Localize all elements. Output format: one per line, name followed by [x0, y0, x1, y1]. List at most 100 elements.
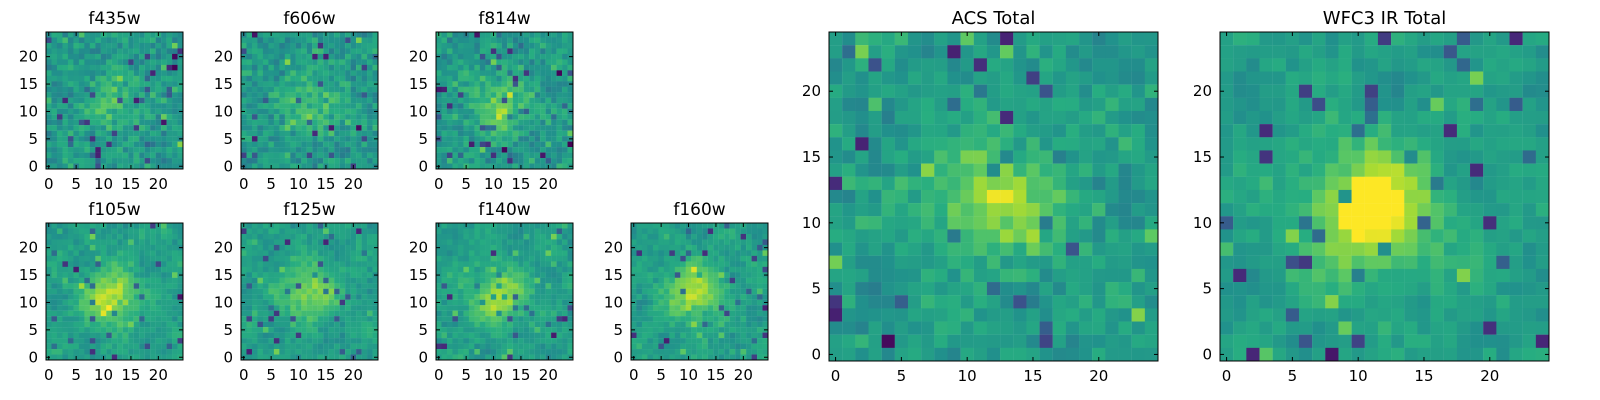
heatmap-cell: [128, 316, 134, 322]
heatmap-cell: [1105, 137, 1119, 151]
heatmap-cell: [100, 277, 107, 284]
heatmap-cell: [735, 223, 741, 229]
heatmap-cell: [474, 321, 480, 328]
heatmap-cell: [111, 86, 118, 93]
heatmap-cell: [111, 255, 118, 262]
heatmap-cell: [301, 316, 307, 322]
heatmap-cell: [529, 299, 535, 306]
heatmap-cell: [95, 255, 101, 262]
heatmap-cell: [468, 64, 475, 71]
heatmap-cell: [567, 277, 574, 284]
heatmap-cell: [177, 283, 184, 289]
heatmap-cell: [89, 136, 96, 142]
heatmap-cell: [740, 239, 747, 246]
heatmap-cell: [84, 130, 90, 137]
heatmap-cell: [1039, 124, 1053, 138]
heatmap-cell: [150, 310, 156, 317]
heatmap-cell: [1118, 71, 1132, 85]
heatmap-cell: [452, 158, 459, 164]
heatmap-cell: [128, 97, 134, 104]
heatmap-cell: [1079, 137, 1093, 151]
heatmap-cell: [306, 103, 313, 109]
heatmap-cell: [842, 216, 856, 230]
heatmap-cell: [507, 277, 513, 284]
heatmap-cell: [301, 349, 307, 355]
heatmap-cell: [317, 152, 324, 159]
heatmap-cell: [361, 108, 368, 115]
heatmap-cell: [474, 152, 480, 159]
heatmap-cell: [312, 332, 318, 339]
heatmap-cell: [161, 332, 167, 339]
heatmap-cell: [501, 103, 508, 109]
heatmap-cell: [518, 86, 524, 93]
heatmap-cell: [78, 97, 85, 104]
heatmap-cell: [246, 32, 253, 38]
heatmap-cell: [172, 125, 178, 131]
heatmap-cell: [468, 261, 475, 267]
heatmap-cell: [446, 163, 453, 170]
heatmap-cell: [262, 103, 269, 109]
heatmap-cell: [279, 158, 285, 164]
heatmap-cell: [295, 272, 302, 278]
x-tick-label: 0: [434, 175, 444, 193]
heatmap-cell: [78, 255, 85, 262]
heatmap-cell: [441, 283, 448, 289]
plot-frame: [630, 222, 769, 361]
heatmap-cell: [117, 158, 123, 164]
heatmap-cell: [556, 338, 563, 344]
heatmap-cell: [144, 64, 151, 71]
heatmap-cell: [51, 141, 58, 148]
heatmap-cell: [501, 228, 508, 235]
heatmap-cell: [1000, 176, 1014, 191]
heatmap-cell: [479, 283, 486, 289]
heatmap-cell: [361, 86, 368, 93]
heatmap-cell: [534, 277, 541, 284]
heatmap-cell: [718, 316, 725, 322]
heatmap-cell: [328, 86, 335, 93]
heatmap-cell: [735, 250, 741, 257]
heatmap-cell: [746, 299, 752, 306]
heatmap-cell: [128, 59, 134, 66]
heatmap-cell: [257, 42, 264, 49]
heatmap-cell: [680, 354, 686, 361]
heatmap-cell: [306, 310, 313, 317]
heatmap-cell: [372, 321, 379, 328]
heatmap-cell: [295, 294, 302, 300]
heatmap-cell: [441, 103, 448, 109]
heatmap-cell: [562, 244, 568, 251]
heatmap-cell: [241, 64, 247, 71]
heatmap-cell: [463, 239, 470, 246]
heatmap-cell: [273, 283, 280, 289]
heatmap-cell: [356, 141, 362, 148]
heatmap-cell: [457, 130, 464, 137]
heatmap-cell: [56, 130, 63, 137]
heatmap-cell: [56, 349, 63, 355]
heatmap-cell: [241, 338, 247, 344]
heatmap-cell: [441, 114, 448, 120]
heatmap-cell: [251, 152, 258, 159]
heatmap-cell: [452, 233, 459, 240]
heatmap-cell: [312, 261, 318, 267]
heatmap-cell: [1026, 203, 1040, 217]
heatmap-cell: [106, 53, 112, 60]
heatmap-cell: [1052, 71, 1067, 85]
heatmap-cell: [1144, 163, 1159, 177]
heatmap-cell: [106, 125, 112, 131]
heatmap-cell: [702, 255, 708, 262]
heatmap-cell: [518, 103, 524, 109]
heatmap-cell: [273, 97, 280, 104]
heatmap-cell: [122, 37, 129, 44]
heatmap-cell: [241, 239, 247, 246]
heatmap-cell: [334, 294, 340, 300]
heatmap-cell: [960, 150, 974, 164]
heatmap-cell: [452, 255, 459, 262]
heatmap-cell: [301, 32, 307, 38]
heatmap-cell: [735, 239, 741, 246]
heatmap-cell: [372, 147, 379, 153]
heatmap-cell: [490, 141, 497, 148]
heatmap-cell: [562, 283, 568, 289]
heatmap-cell: [512, 283, 519, 289]
heatmap-cell: [51, 136, 58, 142]
heatmap-cell: [921, 203, 935, 217]
heatmap-cell: [111, 250, 118, 257]
